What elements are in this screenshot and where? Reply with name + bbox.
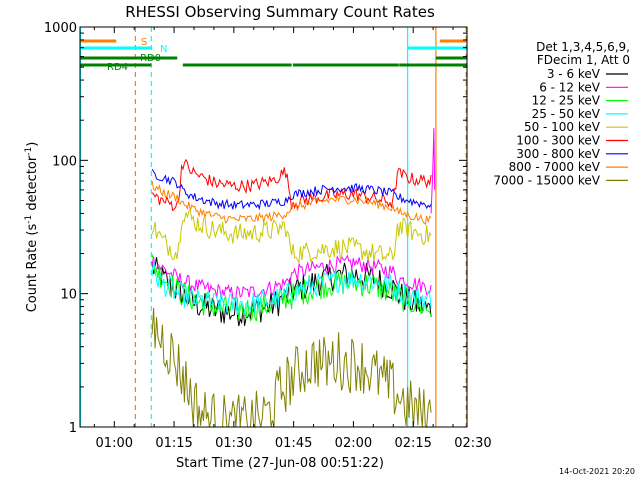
generation-timestamp: 14-Oct-2021 20:20 [559, 467, 635, 476]
series-line-5 [151, 158, 432, 212]
x-tick-label-2: 01:30 [215, 436, 252, 451]
x-axis-ticks: 01:00 01:15 01:30 01:45 02:00 02:15 02:30 [93, 27, 492, 451]
y-tick-label-3: 1000 [44, 21, 77, 36]
flare-spike-line [430, 127, 436, 214]
legend-label-1: 6 - 12 keV [539, 80, 601, 94]
legend-label-4: 50 - 100 keV [524, 120, 601, 134]
series-line-7 [151, 180, 432, 226]
x-axis-label: Start Time (27-Jun-08 00:51:22) [176, 456, 384, 471]
y-axis-label: Count Rate (s-1 detector-1) [24, 142, 40, 313]
series-line-6 [151, 168, 432, 211]
legend-label-0: 3 - 6 keV [547, 67, 601, 81]
x-tick-label-0: 01:00 [96, 436, 133, 451]
legend-label-2: 12 - 25 keV [532, 94, 601, 108]
series-line-1 [151, 254, 432, 301]
y-axis-label-main: Count Rate (s [25, 224, 40, 313]
series-line-4 [151, 209, 432, 264]
x-tick-label-1: 01:15 [155, 436, 192, 451]
chart-title: RHESSI Observing Summary Count Rates [125, 3, 435, 21]
legend-title-line-1: Det 1,3,4,5,6,9, [536, 40, 630, 54]
legend-label-6: 300 - 800 keV [516, 147, 600, 161]
y-tick-label-0: 1 [69, 421, 77, 436]
y-tick-label-2: 100 [52, 154, 77, 169]
flag-label-n: N [160, 44, 167, 55]
y-axis-label-exponent-1: -1 [24, 215, 34, 224]
y-axis-ticks: 1 10 100 1000 [44, 21, 467, 436]
legend-label-5: 100 - 300 keV [516, 134, 600, 148]
legend: Det 1,3,4,5,6,9, FDecim 1, Att 0 3 - 6 k… [493, 40, 630, 187]
flag-label-rd0: RD0 [140, 53, 161, 64]
flag-label-s: S [141, 37, 147, 48]
series-line-8 [151, 307, 432, 429]
series-layer [151, 127, 436, 429]
y-tick-label-1: 10 [60, 288, 77, 303]
x-tick-label-6: 02:30 [454, 436, 491, 451]
legend-label-7: 800 - 7000 keV [509, 160, 601, 174]
y-axis-label-end: ) [25, 142, 40, 147]
flag-label-rd4: RD4 [107, 62, 128, 73]
y-axis-label-exponent-2: -1 [24, 147, 34, 156]
legend-label-3: 25 - 50 keV [532, 107, 601, 121]
series-line-3 [151, 261, 432, 315]
series-line-2 [151, 254, 432, 322]
x-tick-label-5: 02:15 [394, 436, 431, 451]
legend-label-8: 7000 - 15000 keV [493, 173, 600, 187]
legend-title-line-2: FDecim 1, Att 0 [537, 53, 630, 67]
y-axis-label-middle: detector [25, 155, 40, 215]
x-tick-label-4: 02:00 [335, 436, 372, 451]
x-tick-label-3: 01:45 [275, 436, 312, 451]
